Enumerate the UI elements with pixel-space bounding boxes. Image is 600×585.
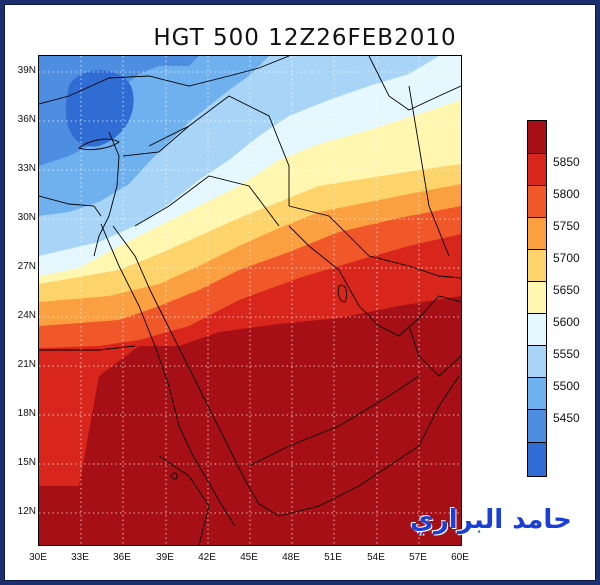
colorbar-seg-3 xyxy=(528,218,546,250)
colorbar-seg-2 xyxy=(528,186,546,218)
author-signature: حامد البراري xyxy=(410,505,572,535)
lat-label-30n: 30N xyxy=(17,212,36,223)
colorbar-label-5500: 5500 xyxy=(553,379,580,393)
coast-turkey xyxy=(39,56,290,105)
border-iraq xyxy=(148,95,290,206)
lon-label-30e: 30E xyxy=(29,552,47,563)
coast-levant xyxy=(93,131,120,257)
lat-label-18n: 18N xyxy=(17,408,36,419)
high-center-se xyxy=(434,456,461,545)
colorbar-label-5650: 5650 xyxy=(553,283,580,297)
lon-label-39e: 39E xyxy=(156,552,174,563)
lat-label-12n: 12N xyxy=(17,506,36,517)
colorbar-seg-5 xyxy=(528,282,546,314)
lon-label-51e: 51E xyxy=(324,552,342,563)
colorbar-seg-0 xyxy=(528,121,546,154)
border-egypt-sudan xyxy=(39,345,136,351)
high-center-s xyxy=(129,510,174,545)
coastlines-borders xyxy=(39,56,461,545)
colorbar-label-5450: 5450 xyxy=(553,411,580,425)
colorbar xyxy=(527,120,547,477)
lon-label-48e: 48E xyxy=(282,552,300,563)
lon-label-57e: 57E xyxy=(409,552,427,563)
lon-label-54e: 54E xyxy=(367,552,385,563)
coast-iran xyxy=(288,205,461,279)
colorbar-seg-10 xyxy=(528,443,546,476)
qatar xyxy=(337,284,348,303)
colorbar-seg-9 xyxy=(528,410,546,443)
lon-label-45e: 45E xyxy=(240,552,258,563)
lake-tana xyxy=(170,472,178,480)
chart-title: HGT 500 12Z26FEB2010 xyxy=(153,25,457,51)
lat-label-21n: 21N xyxy=(17,359,36,370)
colorbar-seg-8 xyxy=(528,378,546,410)
colorbar-label-5550: 5550 xyxy=(553,347,580,361)
caspian xyxy=(368,56,461,111)
border-saudi-north xyxy=(134,175,280,227)
lat-label-15n: 15N xyxy=(17,457,36,468)
colorbar-label-5750: 5750 xyxy=(553,219,580,233)
colorbar-label-5850: 5850 xyxy=(553,155,580,169)
map-svg xyxy=(39,56,461,545)
colorbar-seg-4 xyxy=(528,250,546,282)
border-iran-east xyxy=(408,85,450,257)
colorbar-label-5800: 5800 xyxy=(553,187,580,201)
lon-label-33e: 33E xyxy=(71,552,89,563)
lat-label-33n: 33N xyxy=(17,163,36,174)
lon-label-36e: 36E xyxy=(113,552,131,563)
colorbar-label-5700: 5700 xyxy=(553,251,580,265)
coast-egypt xyxy=(39,195,102,217)
coast-red-sea-east xyxy=(112,225,280,517)
colorbar-seg-7 xyxy=(528,346,546,378)
colorbar-seg-1 xyxy=(528,154,546,186)
colorbar-label-5600: 5600 xyxy=(553,315,580,329)
coast-oman xyxy=(408,325,461,377)
colorbar-seg-6 xyxy=(528,314,546,346)
lat-label-27n: 27N xyxy=(17,261,36,272)
cyprus xyxy=(78,138,120,151)
lon-label-42e: 42E xyxy=(198,552,216,563)
border-ethiopia xyxy=(158,455,210,545)
coast-red-sea-west xyxy=(100,223,236,527)
coast-yemen xyxy=(278,375,460,517)
lon-label-60e: 60E xyxy=(451,552,469,563)
graticule xyxy=(39,56,461,545)
border-yemen xyxy=(248,375,420,467)
map-panel xyxy=(38,55,462,546)
lat-label-24n: 24N xyxy=(17,310,36,321)
coast-gulf xyxy=(288,225,461,337)
lat-label-39n: 39N xyxy=(17,65,36,76)
lat-label-36n: 36N xyxy=(17,114,36,125)
border-syria xyxy=(122,125,190,157)
